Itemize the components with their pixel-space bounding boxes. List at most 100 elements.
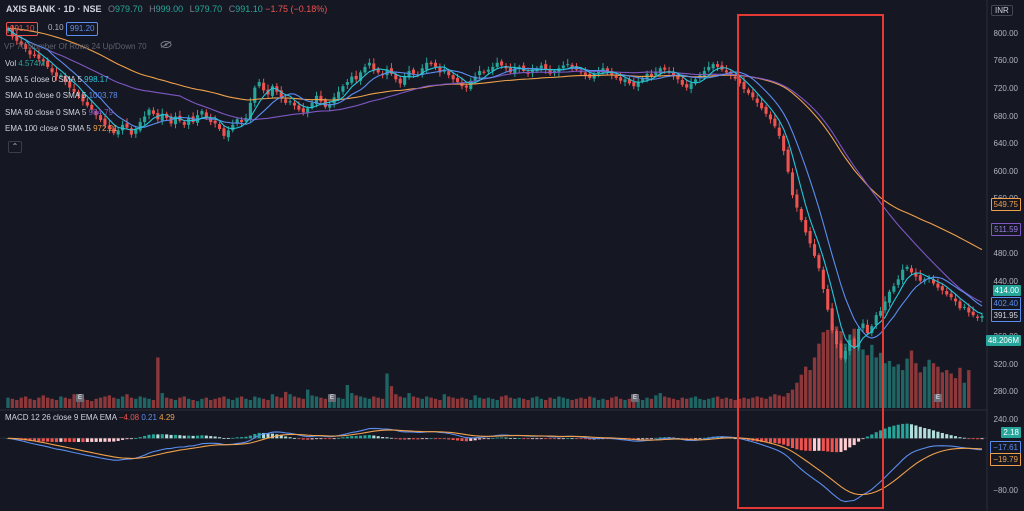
buy-price-button[interactable]: 991.20 — [66, 22, 99, 36]
sma5-legend[interactable]: SMA 5 close 0 SMA 5 998.17 — [5, 75, 109, 84]
macd-histogram-bar — [508, 438, 512, 439]
macd-histogram-bar — [182, 435, 186, 439]
candle-body — [297, 105, 301, 110]
sma5-label: SMA 5 close 0 SMA 5 — [5, 75, 82, 84]
candle — [319, 90, 323, 106]
hidden-eye-icon[interactable] — [160, 41, 172, 48]
ema100-legend[interactable]: EMA 100 close 0 SMA 5 972.21 — [5, 124, 118, 133]
volume-bar — [235, 397, 239, 408]
volume-bar — [41, 395, 45, 408]
volume-bar — [112, 397, 116, 408]
candle — [420, 64, 424, 78]
high-label: H — [149, 4, 156, 14]
macd-histogram-bar — [636, 438, 640, 440]
volume-bar — [407, 393, 411, 408]
volume-bar — [433, 398, 438, 408]
vp-legend[interactable]: VP 70 Number Of Rows 24 Up/Down 70 — [4, 42, 147, 51]
macd-histogram-bar — [654, 437, 658, 439]
candle-body — [288, 101, 292, 103]
volume-bar — [394, 394, 398, 408]
currency-button[interactable]: INR — [991, 5, 1013, 16]
candle — [861, 319, 865, 333]
volume-bar — [539, 398, 543, 408]
candle — [936, 278, 940, 291]
candle-body — [901, 269, 905, 280]
volume-bar — [266, 399, 270, 408]
macd-histogram-bar — [777, 438, 781, 444]
candle — [804, 216, 808, 236]
candle-body — [619, 77, 623, 81]
candle-body — [879, 311, 883, 316]
candle-body — [76, 91, 81, 96]
candle — [226, 126, 230, 142]
sma60-legend[interactable]: SMA 60 close 0 SMA 5 984.79 — [5, 108, 113, 117]
earnings-badge[interactable]: E — [76, 394, 84, 402]
macd-histogram-bar — [447, 438, 451, 440]
candle — [896, 275, 900, 288]
macd-histogram-bar — [235, 437, 239, 439]
sell-price-button[interactable]: 991.10 — [6, 22, 39, 36]
volume-bar — [834, 326, 839, 408]
candle — [438, 63, 442, 77]
macd-histogram-bar — [337, 437, 341, 439]
candle — [530, 64, 535, 78]
macd-histogram-bar — [967, 438, 971, 440]
earnings-badge[interactable]: E — [328, 394, 336, 402]
volume-bar — [398, 396, 402, 408]
candle — [279, 86, 283, 103]
volume-bar — [90, 401, 94, 408]
candle-body — [931, 279, 936, 284]
macd-legend[interactable]: MACD 12 26 close 9 EMA EMA −4.08 0.21 4.… — [5, 413, 175, 422]
highlight-box — [737, 14, 884, 509]
close-value: 991.10 — [235, 4, 263, 14]
spread-value: 0.10 — [48, 23, 64, 32]
candle — [482, 69, 486, 75]
sma60-value: 984.79 — [88, 108, 114, 117]
volume-bar — [592, 397, 596, 408]
volume-bar — [195, 401, 200, 408]
volume-bar — [733, 399, 737, 408]
macd-histogram-bar — [566, 438, 570, 440]
volume-bar — [50, 398, 54, 408]
volume-bar — [288, 394, 292, 408]
volume-bar — [517, 397, 521, 408]
earnings-badge[interactable]: E — [934, 394, 942, 402]
macd-histogram-bar — [817, 438, 821, 451]
candle — [592, 70, 596, 82]
macd-histogram-bar — [112, 438, 116, 442]
candle-body — [685, 84, 689, 88]
macd-histogram-bar — [826, 438, 830, 452]
collapse-legend-icon[interactable]: ⌃ — [8, 141, 22, 153]
macd-histogram-bar — [151, 434, 155, 439]
candle-body — [742, 82, 746, 89]
symbol-title[interactable]: AXIS BANK · 1D · NSE — [6, 4, 102, 14]
volume-bar — [380, 398, 385, 408]
macd-histogram-bar — [861, 438, 865, 440]
macd-histogram-bar — [773, 438, 777, 444]
volume-bar — [508, 397, 513, 408]
macd-histogram-bar — [231, 437, 235, 439]
volume-bar — [420, 398, 424, 408]
volume-bar — [134, 398, 138, 408]
earnings-badge[interactable]: E — [631, 394, 639, 402]
volume-bar — [535, 396, 539, 408]
macd-histogram-bar — [782, 438, 786, 445]
candle — [270, 84, 274, 98]
volume-bar — [909, 350, 914, 408]
candle — [68, 77, 72, 92]
sma60-price-tag: 511.59 — [991, 223, 1021, 236]
macd-histogram-bar — [99, 438, 103, 442]
macd-hist-tag: 2.18 — [1001, 427, 1021, 438]
candle — [200, 108, 204, 119]
candle — [85, 97, 89, 108]
sma10-legend[interactable]: SMA 10 close 0 SMA 5 1003.78 — [5, 91, 118, 100]
candle — [337, 86, 341, 101]
volume-bar — [376, 397, 380, 408]
candle-body — [226, 130, 230, 138]
vol-legend[interactable]: Vol 4.574M — [5, 59, 45, 68]
volume-bar — [23, 396, 28, 408]
volume-bar — [892, 366, 896, 408]
volume-bar — [737, 398, 742, 408]
macd-histogram-bar — [138, 437, 142, 439]
